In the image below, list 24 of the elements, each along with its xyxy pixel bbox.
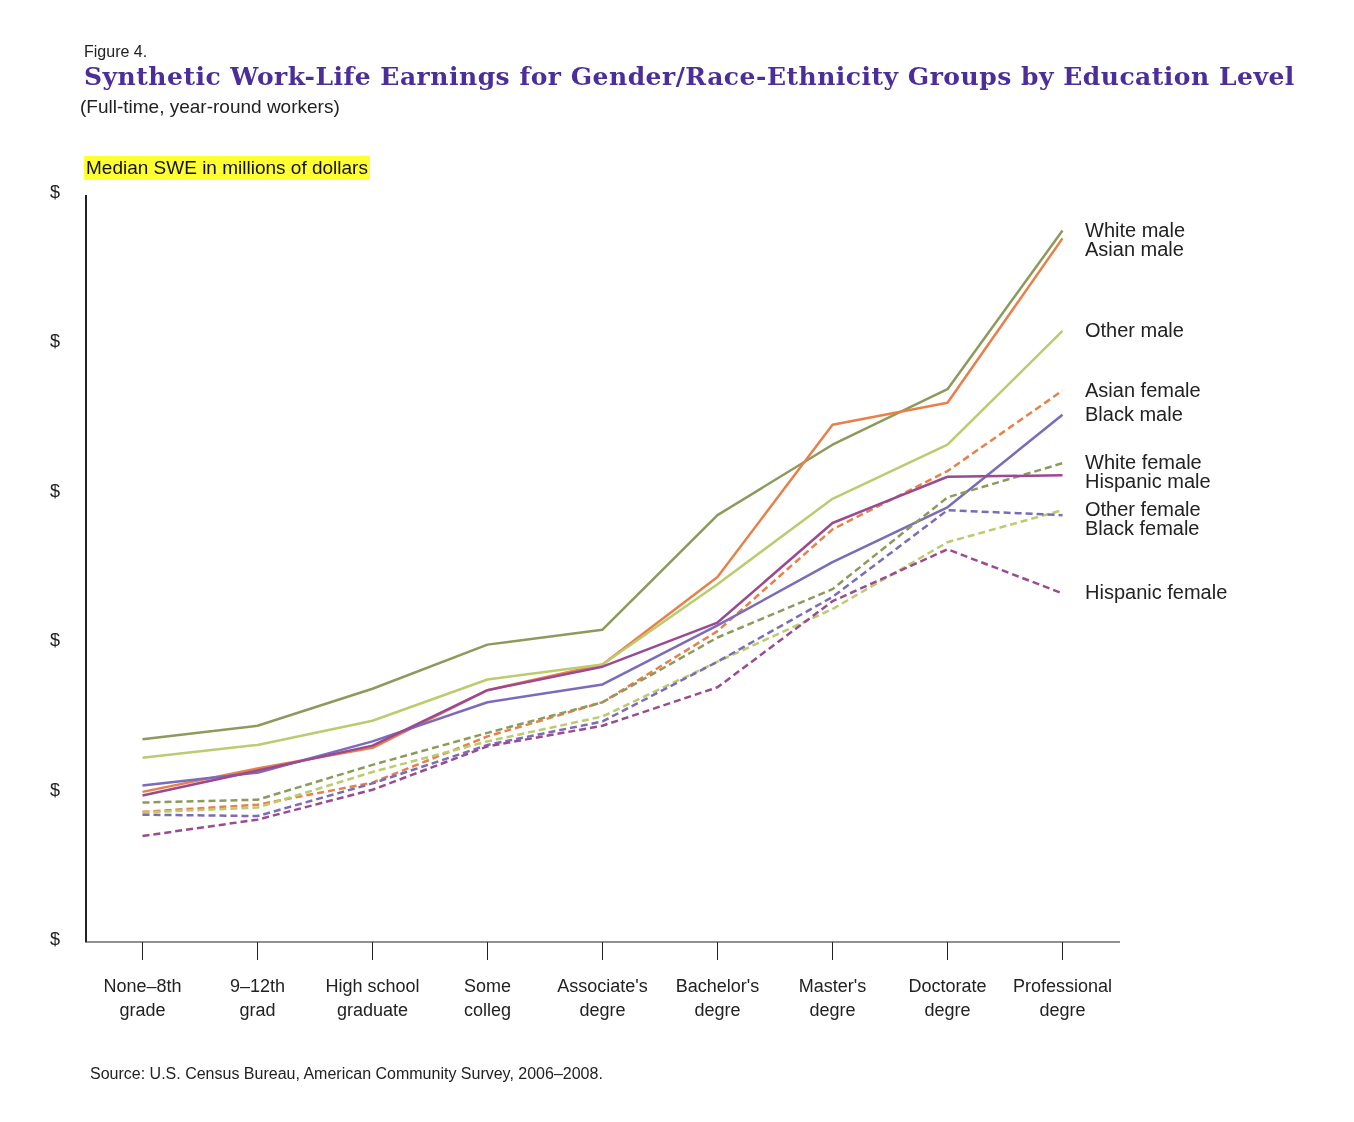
x-tick-label: Doctorate degre bbox=[908, 976, 987, 1020]
x-tick-label: Associate's degre bbox=[557, 976, 648, 1020]
series-label: Hispanic female bbox=[1085, 581, 1228, 605]
x-tick-label: None–8th grade bbox=[103, 976, 182, 1020]
x-tick-label: 9–12th grad bbox=[229, 976, 286, 1020]
source-note: Source: U.S. Census Bureau, American Community Survey, 2006–2008. bbox=[90, 1065, 603, 1083]
text: $ bbox=[50, 480, 61, 502]
series-label: Other male bbox=[1085, 318, 1184, 342]
x-tick-label: Professional degre bbox=[1012, 976, 1113, 1020]
text: $ bbox=[50, 630, 61, 652]
caption: Figure 4. bbox=[84, 43, 148, 61]
series-label: Black male bbox=[1085, 402, 1183, 426]
x-tick-label: Some colleg bbox=[463, 976, 512, 1020]
text: $ bbox=[50, 331, 61, 353]
chart-title: Synthetic Work-Life Earnings for Gender/Race-Ethnicity Groups by Education Level bbox=[84, 62, 1295, 91]
text: $ bbox=[50, 182, 61, 203]
x-tick-label: Master's degre bbox=[798, 976, 867, 1020]
chart-subtitle: (Full-time, year-round workers) bbox=[80, 96, 340, 118]
x-tick-label: Bachelor's degre bbox=[675, 976, 760, 1020]
text: $ bbox=[50, 929, 61, 950]
series-label: Asian female bbox=[1085, 378, 1201, 402]
x-tick-label: High school graduate bbox=[325, 976, 420, 1020]
text: $ bbox=[50, 779, 61, 801]
y-axis-title: Median SWE in millions of dollars bbox=[84, 156, 370, 180]
